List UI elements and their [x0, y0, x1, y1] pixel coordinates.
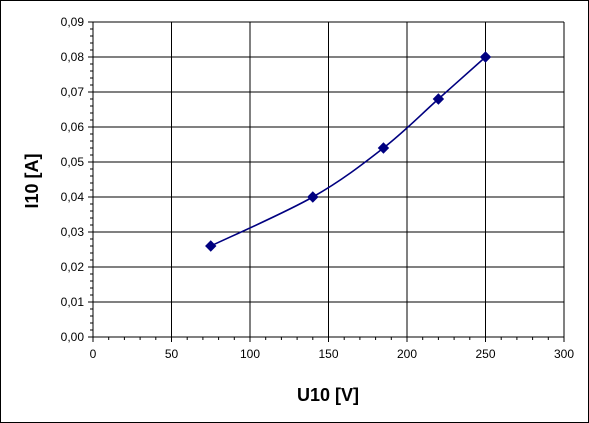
x-tick-label: 250	[475, 347, 495, 361]
x-tick-label: 300	[554, 347, 574, 361]
x-tick-labels: 0 50 100 150 200 250 300	[90, 347, 575, 361]
y-tick-label: 0,02	[61, 260, 85, 274]
x-tick-label: 100	[240, 347, 260, 361]
x-tick-label: 0	[90, 347, 97, 361]
axes	[88, 21, 565, 342]
series-group	[205, 51, 492, 252]
data-point-diamond	[377, 142, 390, 154]
x-tick-label: 150	[318, 347, 338, 361]
x-tick-label: 200	[397, 347, 417, 361]
y-tick-label: 0,06	[61, 120, 85, 134]
series-line	[210, 56, 487, 247]
gridlines	[93, 21, 565, 337]
y-tick-label: 0,04	[61, 190, 85, 204]
data-point-diamond	[432, 93, 445, 105]
data-point-diamond	[307, 191, 319, 203]
y-tick-label: 0,09	[61, 15, 85, 29]
y-tick-label: 0,01	[61, 295, 85, 309]
x-tick-label: 50	[165, 347, 179, 361]
y-tick-label: 0,00	[61, 330, 85, 344]
y-tick-label: 0,08	[61, 50, 85, 64]
y-tick-label: 0,03	[61, 225, 85, 239]
y-axis-title: I10 [A]	[22, 153, 42, 208]
data-point-diamond	[479, 51, 492, 63]
data-point-diamond	[205, 240, 217, 252]
y-tick-label: 0,05	[61, 155, 85, 169]
y-tick-labels: 0,00 0,01 0,02 0,03 0,04 0,05 0,06 0,07 0,08 0,09	[61, 15, 85, 344]
x-axis-title: U10 [V]	[297, 385, 359, 405]
y-tick-label: 0,07	[61, 85, 85, 99]
